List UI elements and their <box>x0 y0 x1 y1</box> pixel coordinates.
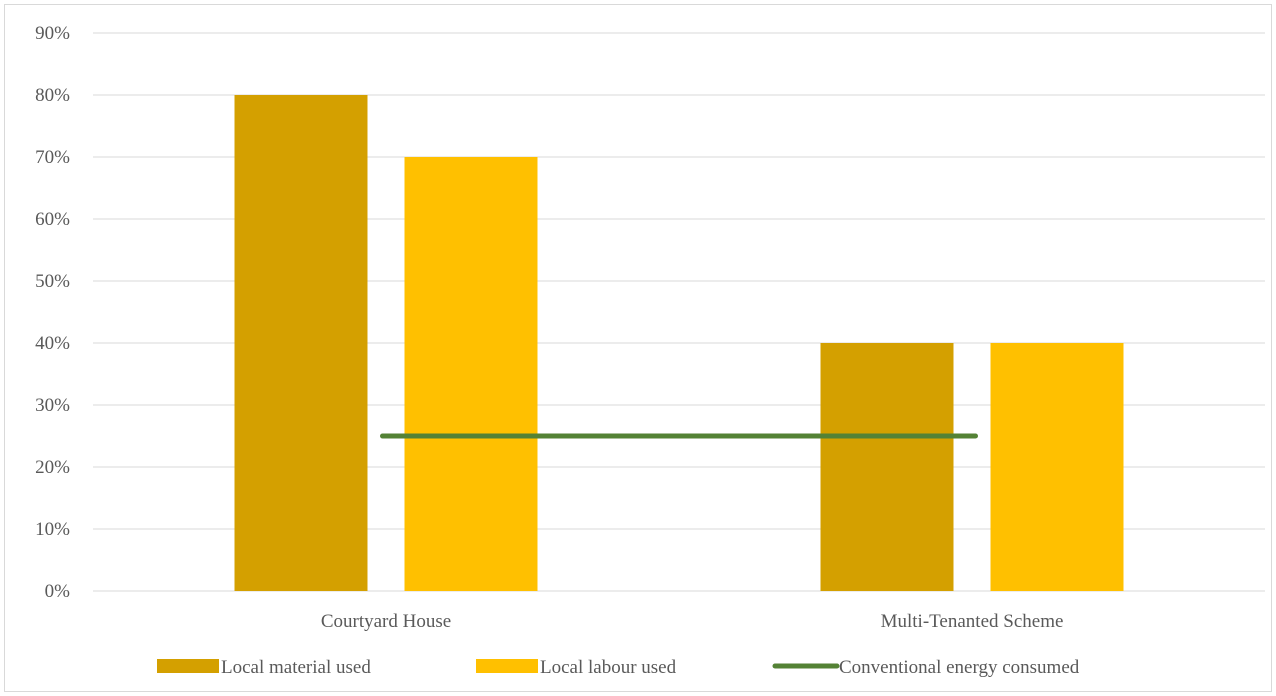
x-axis-labels: Courtyard House Multi-Tenanted Scheme <box>321 611 1064 632</box>
y-tick-label: 90% <box>35 23 70 44</box>
y-tick-label: 20% <box>35 457 70 478</box>
y-tick-label: 30% <box>35 395 70 416</box>
legend: Local material used Local labour used Conv… <box>157 657 1080 678</box>
legend-swatch-local-material-used <box>157 659 219 673</box>
y-tick-label: 0% <box>45 581 71 602</box>
x-category-label: Courtyard House <box>321 611 451 632</box>
bars <box>234 95 1124 591</box>
bar-local-labour-used <box>404 157 538 591</box>
y-tick-label: 60% <box>35 209 70 230</box>
y-tick-label: 10% <box>35 519 70 540</box>
x-category-label: Multi-Tenanted Scheme <box>881 611 1064 632</box>
bar-local-material-used <box>820 343 954 591</box>
y-tick-label: 80% <box>35 85 70 106</box>
legend-label-local-labour-used: Local labour used <box>540 657 677 678</box>
legend-label-conventional-energy-consumed: Conventional energy consumed <box>839 657 1080 678</box>
bar-local-labour-used <box>990 343 1124 591</box>
bar-local-material-used <box>234 95 368 591</box>
y-axis-labels: 0% 10% 20% 30% 40% 50% 60% 70% 80% 90% <box>35 23 70 602</box>
y-tick-label: 50% <box>35 271 70 292</box>
legend-label-local-material-used: Local material used <box>221 657 371 678</box>
legend-swatch-local-labour-used <box>476 659 538 673</box>
y-tick-label: 40% <box>35 333 70 354</box>
y-tick-label: 70% <box>35 147 70 168</box>
